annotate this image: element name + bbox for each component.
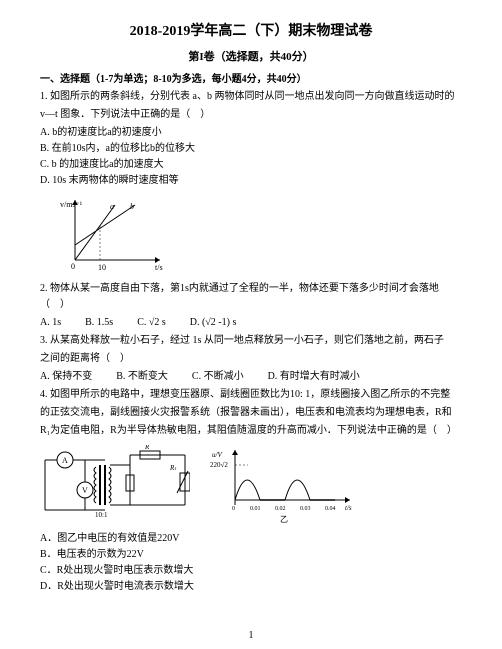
svg-text:0.02: 0.02 (275, 506, 286, 512)
q1-option-d: D. 10s 末两物体的瞬时速度相等 (40, 173, 462, 189)
section-header: 一、选择题（1-7为单选；8-10为多选，每小题4分，共40分） (40, 70, 462, 85)
svg-text:0.03: 0.03 (300, 506, 311, 512)
q4-figures: A V 10:1 R Rₜ (40, 445, 462, 525)
q3-text-line1: 3. 从某高处释放一粒小石子，经过 1s 从同一地点释放另一小石子，则它们落地之… (40, 333, 462, 349)
q4-text-line2: 的正弦交流电，副线圈接火灾报警系统（报警器未画出），电压表和电流表均为理想电表，… (40, 405, 462, 421)
svg-text:Rₜ: Rₜ (169, 464, 177, 472)
q1-option-a: A. b的初速度比a的初速度小 (40, 125, 462, 141)
q3-option-d: D. 有时增大有时减小 (268, 369, 360, 385)
svg-text:0.04: 0.04 (325, 506, 336, 512)
q2-options: A. 1s B. 1.5s C. √2 s D. (√2 -1) s (40, 315, 462, 331)
exam-subtitle: 第I卷（选择题，共40分） (40, 48, 462, 64)
svg-text:0.01: 0.01 (250, 506, 261, 512)
q2-option-c: C. √2 s (137, 315, 166, 331)
svg-text:R: R (144, 445, 150, 451)
svg-text:10:1: 10:1 (95, 511, 108, 519)
q2-text: 2. 物体从某一高度自由下落，第1s内就通过了全程的一半，物体还要下落多少时间才… (40, 281, 462, 313)
q3-options: A. 保持不变 B. 不断变大 C. 不断减小 D. 有时增大有时减小 (40, 369, 462, 385)
svg-text:乙: 乙 (280, 515, 288, 524)
q4-option-b: B．电压表的示数为22V (40, 547, 462, 563)
q4-text-line3: R₁为定值电阻，R为半导体热敏电阻，其阻值随温度的升高而减小．下列说法中正确的是… (40, 423, 462, 439)
waveform-graph: 220√2 u/V t/s 0 0.01 0.02 0.03 0.04 乙 (210, 445, 360, 525)
xtick: 10 (98, 263, 106, 272)
q1-text-line1: 1. 如图所示的两条斜线，分别代表 a、b 两物体同时从同一地点出发向同一方向做… (40, 89, 462, 105)
q2-option-a: A. 1s (40, 315, 61, 331)
line-a-label: a (110, 202, 114, 211)
page-number: 1 (249, 630, 254, 641)
circuit-diagram: A V 10:1 R Rₜ (40, 445, 190, 525)
svg-text:A: A (62, 456, 68, 465)
exam-title: 2018-2019学年高二（下）期末物理试卷 (40, 20, 462, 40)
svg-text:0: 0 (232, 506, 235, 512)
q1-option-c: C. b 的加速度比a的加速度大 (40, 157, 462, 173)
ylabel: v/ms⁻¹ (60, 200, 83, 209)
q3-option-b: B. 不断变大 (116, 369, 168, 385)
q4-option-d: D．R处出现火警时电流表示数增大 (40, 579, 462, 595)
svg-text:u/V: u/V (212, 451, 222, 459)
question-1: 1. 如图所示的两条斜线，分别代表 a、b 两物体同时从同一地点出发向同一方向做… (40, 89, 462, 275)
svg-text:0: 0 (71, 262, 75, 271)
q4-option-c: C．R处出现火警时电压表示数增大 (40, 563, 462, 579)
question-2: 2. 物体从某一高度自由下落，第1s内就通过了全程的一半，物体还要下落多少时间才… (40, 281, 462, 331)
q2-option-d: D. (√2 -1) s (190, 315, 237, 331)
q1-option-b: B. 在前10s内，a的位移比b的位移大 (40, 141, 462, 157)
q2-option-b: B. 1.5s (85, 315, 113, 331)
svg-text:V: V (82, 486, 88, 495)
xlabel: t/s (155, 263, 163, 272)
svg-text:t/s: t/s (345, 504, 352, 512)
svg-text:220√2: 220√2 (210, 461, 228, 469)
q3-option-c: C. 不断减小 (192, 369, 244, 385)
question-3: 3. 从某高处释放一粒小石子，经过 1s 从同一地点释放另一小石子，则它们落地之… (40, 333, 462, 385)
q4-option-a: A．图乙中电压的有效值是220V (40, 531, 462, 547)
line-b-label: b (130, 202, 134, 211)
q1-text-line2: v—t 图象．下列说法中正确的是（ ） (40, 107, 462, 123)
q3-text-line2: 之间的距离将（ ） (40, 351, 462, 367)
question-4: 4. 如图甲所示的电路中，理想变压器原、副线圈匝数比为10: 1，原线圈接入图乙… (40, 387, 462, 595)
q4-text-line1: 4. 如图甲所示的电路中，理想变压器原、副线圈匝数比为10: 1，原线圈接入图乙… (40, 387, 462, 403)
q1-graph: v/ms⁻¹ t/s 10 0 a b (60, 195, 462, 275)
q3-option-a: A. 保持不变 (40, 369, 92, 385)
